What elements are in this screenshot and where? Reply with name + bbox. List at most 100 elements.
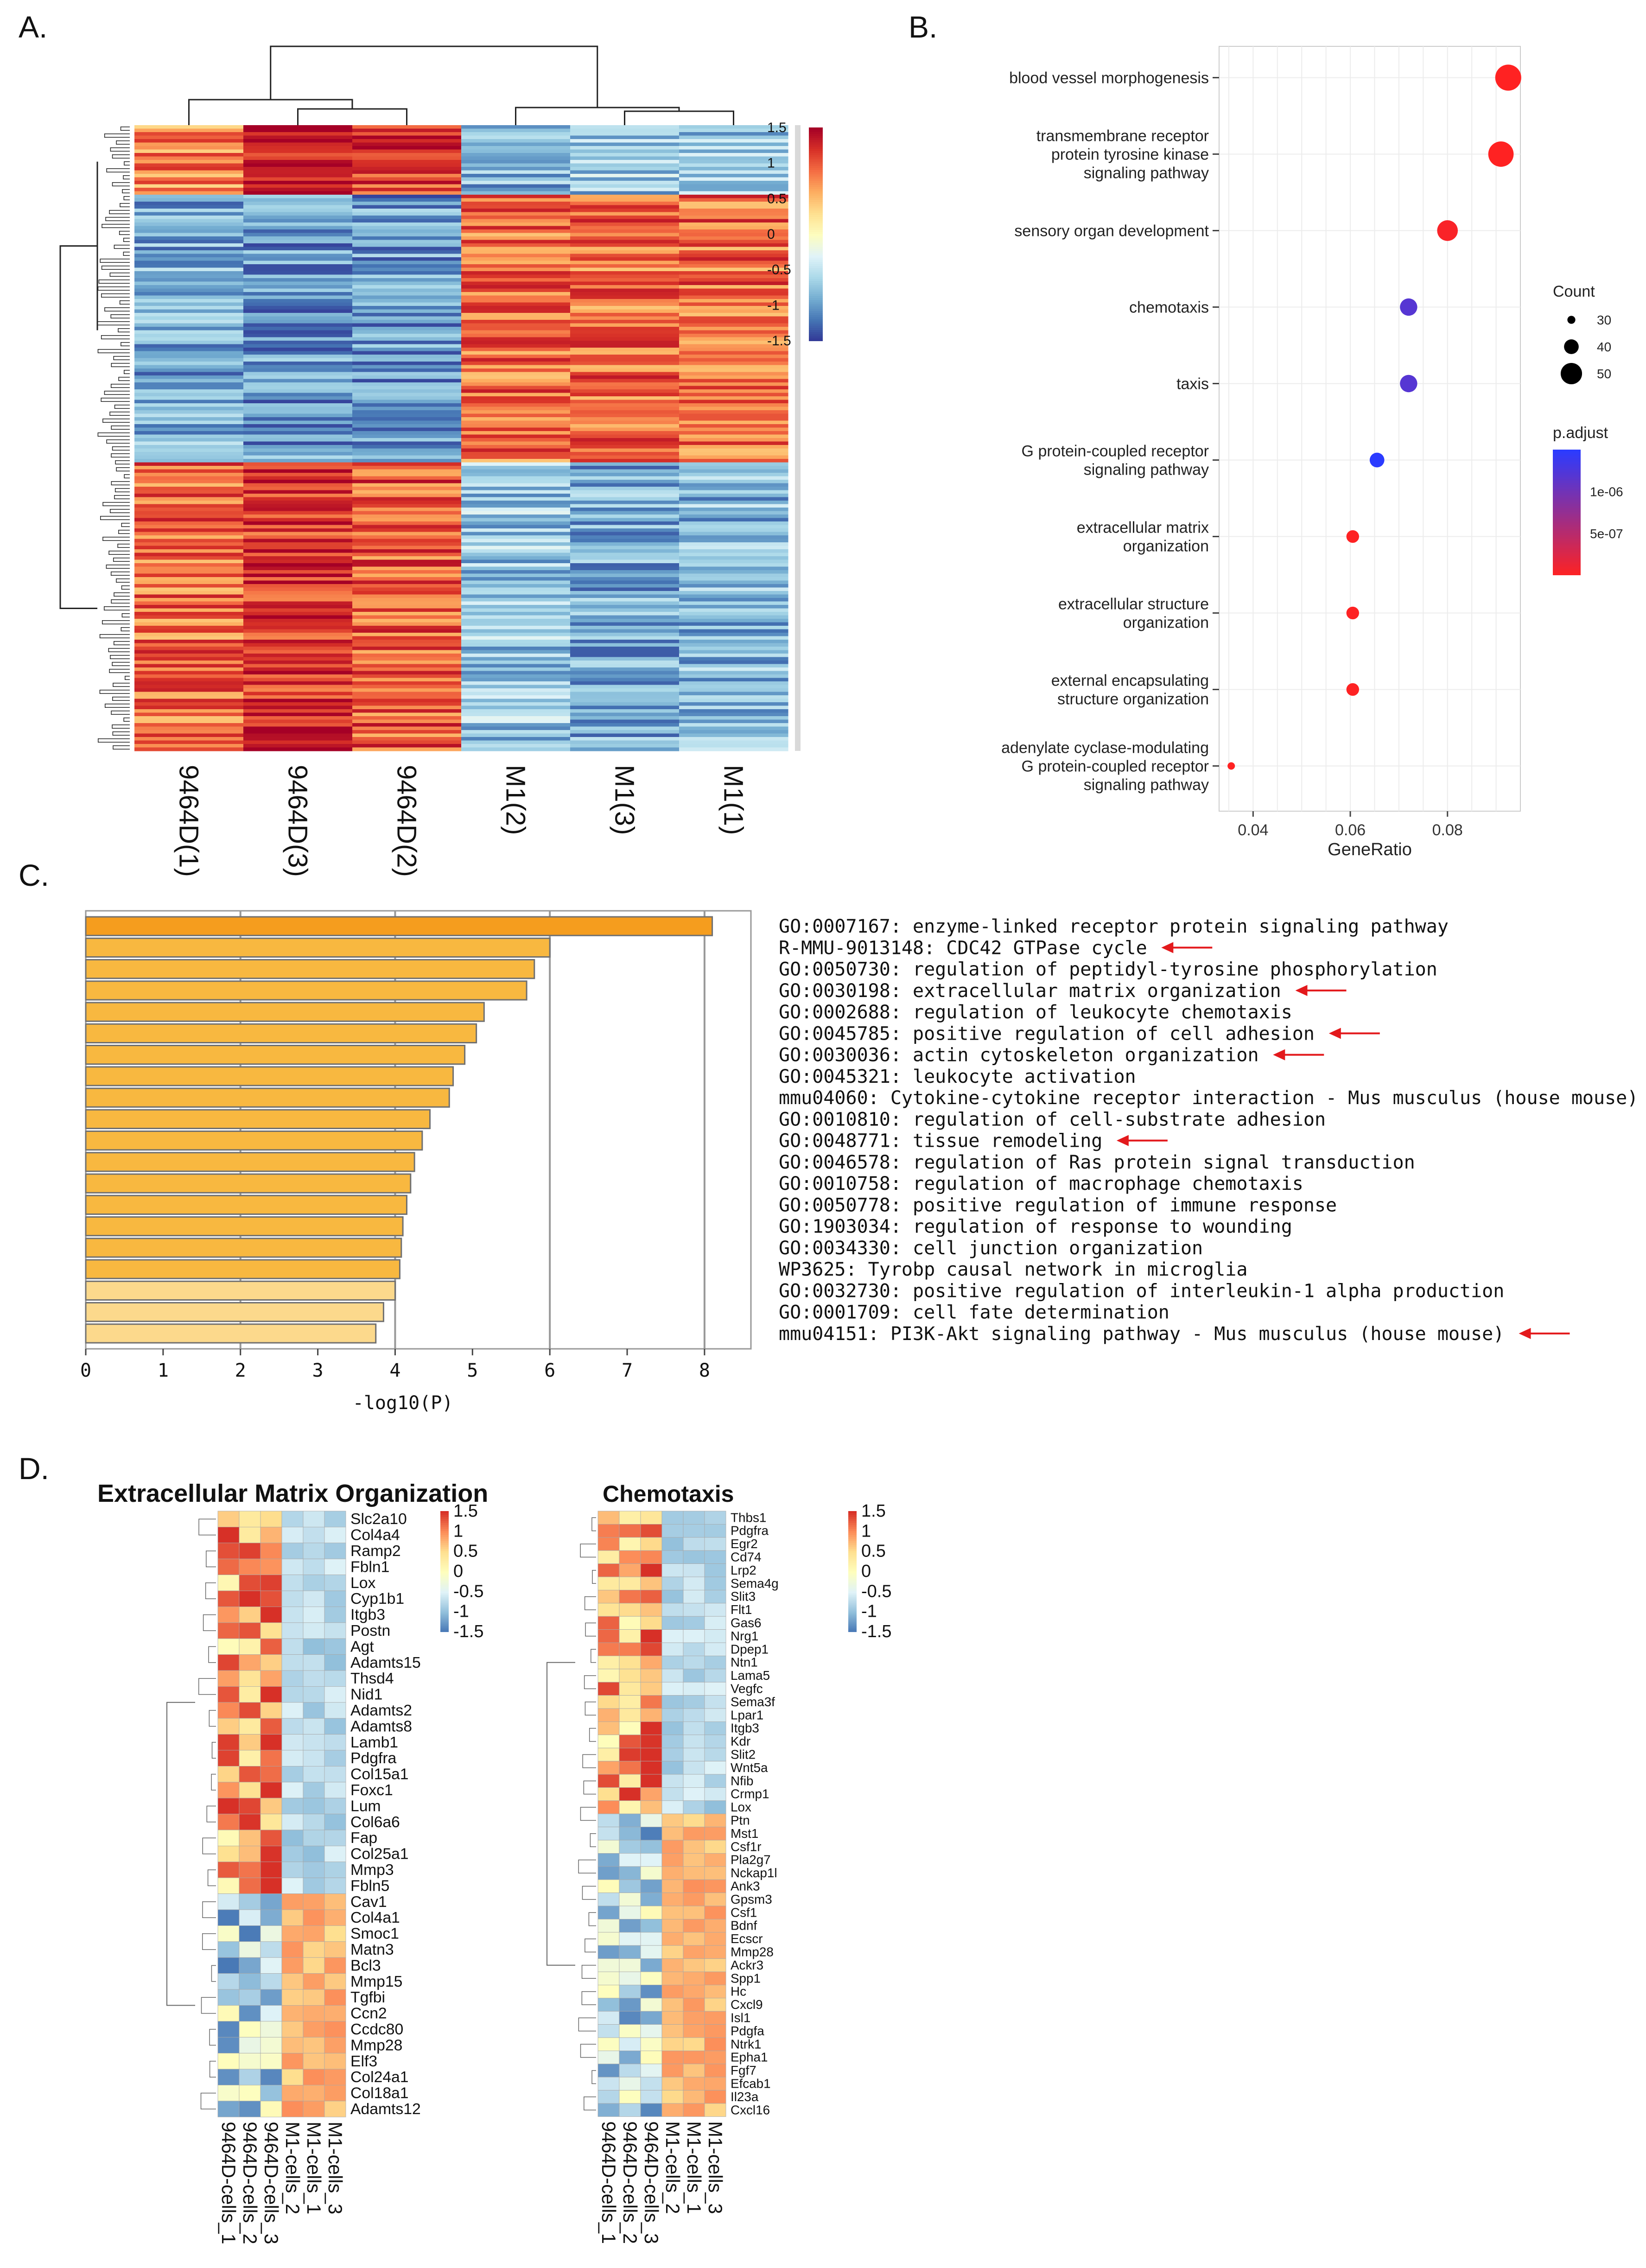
heatmap-cell xyxy=(352,549,462,553)
heatmap-cell xyxy=(352,341,462,345)
colorbar-segment xyxy=(848,1529,857,1532)
heatmap-cell xyxy=(243,365,353,369)
heatmap-cell xyxy=(679,726,788,731)
heatmap-cell xyxy=(324,2005,346,2022)
heatmap-cell xyxy=(679,389,788,394)
heatmap-cell xyxy=(243,393,353,397)
legend-padj-gradient xyxy=(1553,481,1581,483)
gene-label: Bcl3 xyxy=(350,1957,381,1974)
heatmap-cell xyxy=(352,709,462,713)
heatmap-cell xyxy=(134,274,244,279)
heatmap-cell xyxy=(352,431,462,435)
heatmap-cell xyxy=(281,1734,304,1751)
heatmap-cell xyxy=(352,382,462,387)
heatmap-cell xyxy=(679,344,788,348)
heatmap-cell xyxy=(239,1670,261,1687)
heatmap-cell xyxy=(461,657,571,661)
heatmap-cell xyxy=(243,195,353,199)
heatmap-cell xyxy=(324,1909,346,1926)
heatmap-cell xyxy=(461,382,571,387)
heatmap-cell xyxy=(243,539,353,543)
legend-padj-gradient xyxy=(1553,496,1581,498)
heatmap-cell xyxy=(461,501,571,505)
heatmap-cell xyxy=(619,2011,641,2025)
colorbar-segment xyxy=(809,309,823,311)
heatmap-cell xyxy=(597,1511,620,1525)
heatmap-cell xyxy=(679,327,788,331)
heatmap-cell xyxy=(570,709,680,713)
heatmap-cell xyxy=(704,1932,726,1946)
gene-label: Lpar1 xyxy=(731,1708,763,1722)
bar-category-label: WP3625: Tyrobp causal network in microgl… xyxy=(779,1259,1247,1280)
heatmap-cell xyxy=(352,515,462,519)
heatmap-cell xyxy=(134,661,244,665)
heatmap-cell xyxy=(352,664,462,668)
heatmap-cell xyxy=(679,299,788,303)
heatmap-cell xyxy=(243,685,353,689)
heatmap-cell xyxy=(661,2011,684,2025)
heatmap-cell xyxy=(461,132,571,136)
heatmap-cell xyxy=(303,1766,325,1783)
heatmap-cell xyxy=(352,156,462,160)
colorbar-segment xyxy=(848,1517,857,1520)
heatmap-cell xyxy=(134,730,244,734)
row-dendrogram-leaf xyxy=(591,2070,596,2084)
colorbar-segment xyxy=(848,1557,857,1560)
row-dendrogram-leaf xyxy=(123,238,130,242)
x-tick-label: 0.04 xyxy=(1238,821,1268,839)
gene-label: Efcab1 xyxy=(731,2076,771,2090)
heatmap-cell xyxy=(461,452,571,456)
heatmap-cell xyxy=(597,1642,620,1656)
row-dendrogram-leaf xyxy=(118,377,130,381)
bar xyxy=(85,1280,396,1301)
heatmap-cell xyxy=(352,174,462,178)
heatmap-cell xyxy=(324,1798,346,1815)
column-label: M1-cells_1 xyxy=(683,2121,705,2214)
gene-label: Dpep1 xyxy=(731,1642,769,1656)
term-label: adenylate cyclase-modulating xyxy=(1001,739,1209,757)
legend-padj-gradient xyxy=(1553,514,1581,517)
heatmap-cell xyxy=(461,302,571,306)
heatmap-cell xyxy=(243,209,353,213)
col-dendrogram-branch xyxy=(270,45,598,108)
heatmap-cell xyxy=(243,309,353,313)
heatmap-cell xyxy=(352,316,462,320)
heatmap-cell xyxy=(260,1957,282,1974)
heatmap-cell xyxy=(134,320,244,324)
heatmap-cell xyxy=(461,229,571,234)
x-tick-label: 6 xyxy=(544,1360,555,1381)
heatmap-cell xyxy=(661,1985,684,1999)
heatmap-cell xyxy=(597,1800,620,1814)
heatmap-cell xyxy=(303,1734,325,1751)
bar-category-label: GO:0030198: extracellular matrix organiz… xyxy=(779,980,1281,1002)
heatmap-cell xyxy=(640,1985,662,1999)
heatmap-cell xyxy=(679,267,788,272)
heatmap-cell xyxy=(570,341,680,345)
colorbar-segment xyxy=(809,302,823,305)
heatmap-cell xyxy=(134,379,244,383)
heatmap-cell xyxy=(570,257,680,261)
row-dendrogram-leaf xyxy=(113,356,130,360)
heatmap-cell xyxy=(324,1734,346,1751)
row-dendrogram-leaf xyxy=(198,1678,216,1695)
heatmap-cell xyxy=(570,504,680,508)
row-dendrogram-leaf xyxy=(114,592,130,597)
bar xyxy=(85,1238,402,1258)
colorbar-segment xyxy=(809,328,823,330)
heatmap-cell xyxy=(281,2021,304,2038)
heatmap-cell xyxy=(243,441,353,445)
heatmap-cell xyxy=(303,1718,325,1735)
heatmap-cell xyxy=(679,594,788,598)
heatmap-cell xyxy=(570,612,680,616)
heatmap-cell xyxy=(461,515,571,519)
heatmap-cell xyxy=(243,629,353,633)
heatmap-cell xyxy=(243,563,353,567)
dot-marker xyxy=(1346,683,1359,696)
row-dendrogram-leaf xyxy=(121,342,130,346)
heatmap-cell xyxy=(352,629,462,633)
heatmap-cell xyxy=(679,654,788,658)
colorbar-segment xyxy=(848,1615,857,1618)
legend-padj-gradient xyxy=(1553,512,1581,515)
legend-padj-gradient xyxy=(1553,518,1581,521)
gene-label: Ntrk1 xyxy=(731,2037,762,2051)
